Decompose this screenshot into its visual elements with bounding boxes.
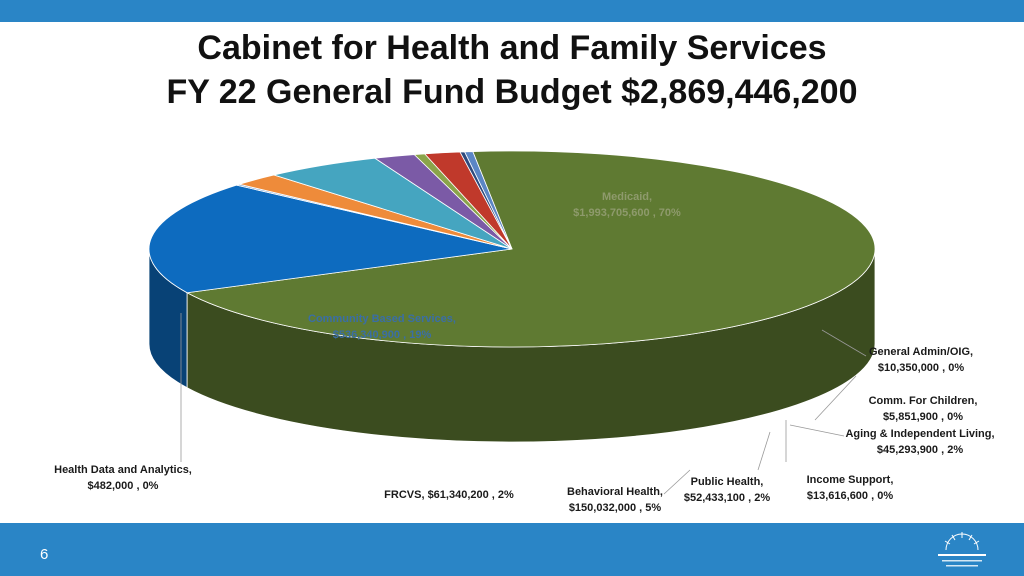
pie-slice-general-admin-oig — [464, 151, 513, 250]
header-bar — [0, 0, 1024, 22]
chart-title: Cabinet for Health and Family Services F… — [0, 26, 1024, 114]
data-label-income-support: Income Support, $13,616,600 , 0% — [807, 474, 894, 502]
leader-line-public-health — [757, 431, 771, 471]
leader-line-general-admin-oig — [821, 329, 867, 357]
pie-slice-medicaid — [185, 150, 876, 348]
data-label-general-admin-oig: General Admin/OIG, $10,350,000 , 0% — [869, 346, 973, 374]
leader-line-behavioral-health — [663, 469, 691, 495]
leader-line-comm-for-children — [814, 375, 857, 421]
state-logo-icon — [938, 532, 986, 567]
data-label-behavioral-health: Behavioral Health, $150,032,000 , 5% — [567, 486, 663, 514]
data-label-health-data-and-analytics: Health Data and Analytics, $482,000 , 0% — [54, 464, 192, 492]
data-label-medicaid: Medicaid, $1,993,705,600 , 70% — [573, 191, 681, 219]
title-line-2: FY 22 General Fund Budget $2,869,446,200 — [166, 73, 858, 111]
data-label-comm-for-children: Comm. For Children, $5,851,900 , 0% — [869, 395, 978, 423]
footer-bar — [0, 523, 1024, 576]
data-label-frcvs: FRCVS, $61,340,200 , 2% — [384, 489, 514, 501]
data-label-community-based-services: Community Based Services, $536,340,900 , … — [308, 313, 456, 341]
pie-slice-community-based-services — [148, 184, 513, 294]
title-line-1: Cabinet for Health and Family Services — [197, 29, 827, 67]
leader-line-aging-independent-living — [789, 424, 845, 437]
page-number: 6 — [40, 546, 49, 563]
data-label-public-health: Public Health, $52,433,100 , 2% — [684, 476, 770, 504]
data-label-aging-independent-living: Aging & Independent Living, $45,293,900 ,… — [845, 428, 994, 456]
